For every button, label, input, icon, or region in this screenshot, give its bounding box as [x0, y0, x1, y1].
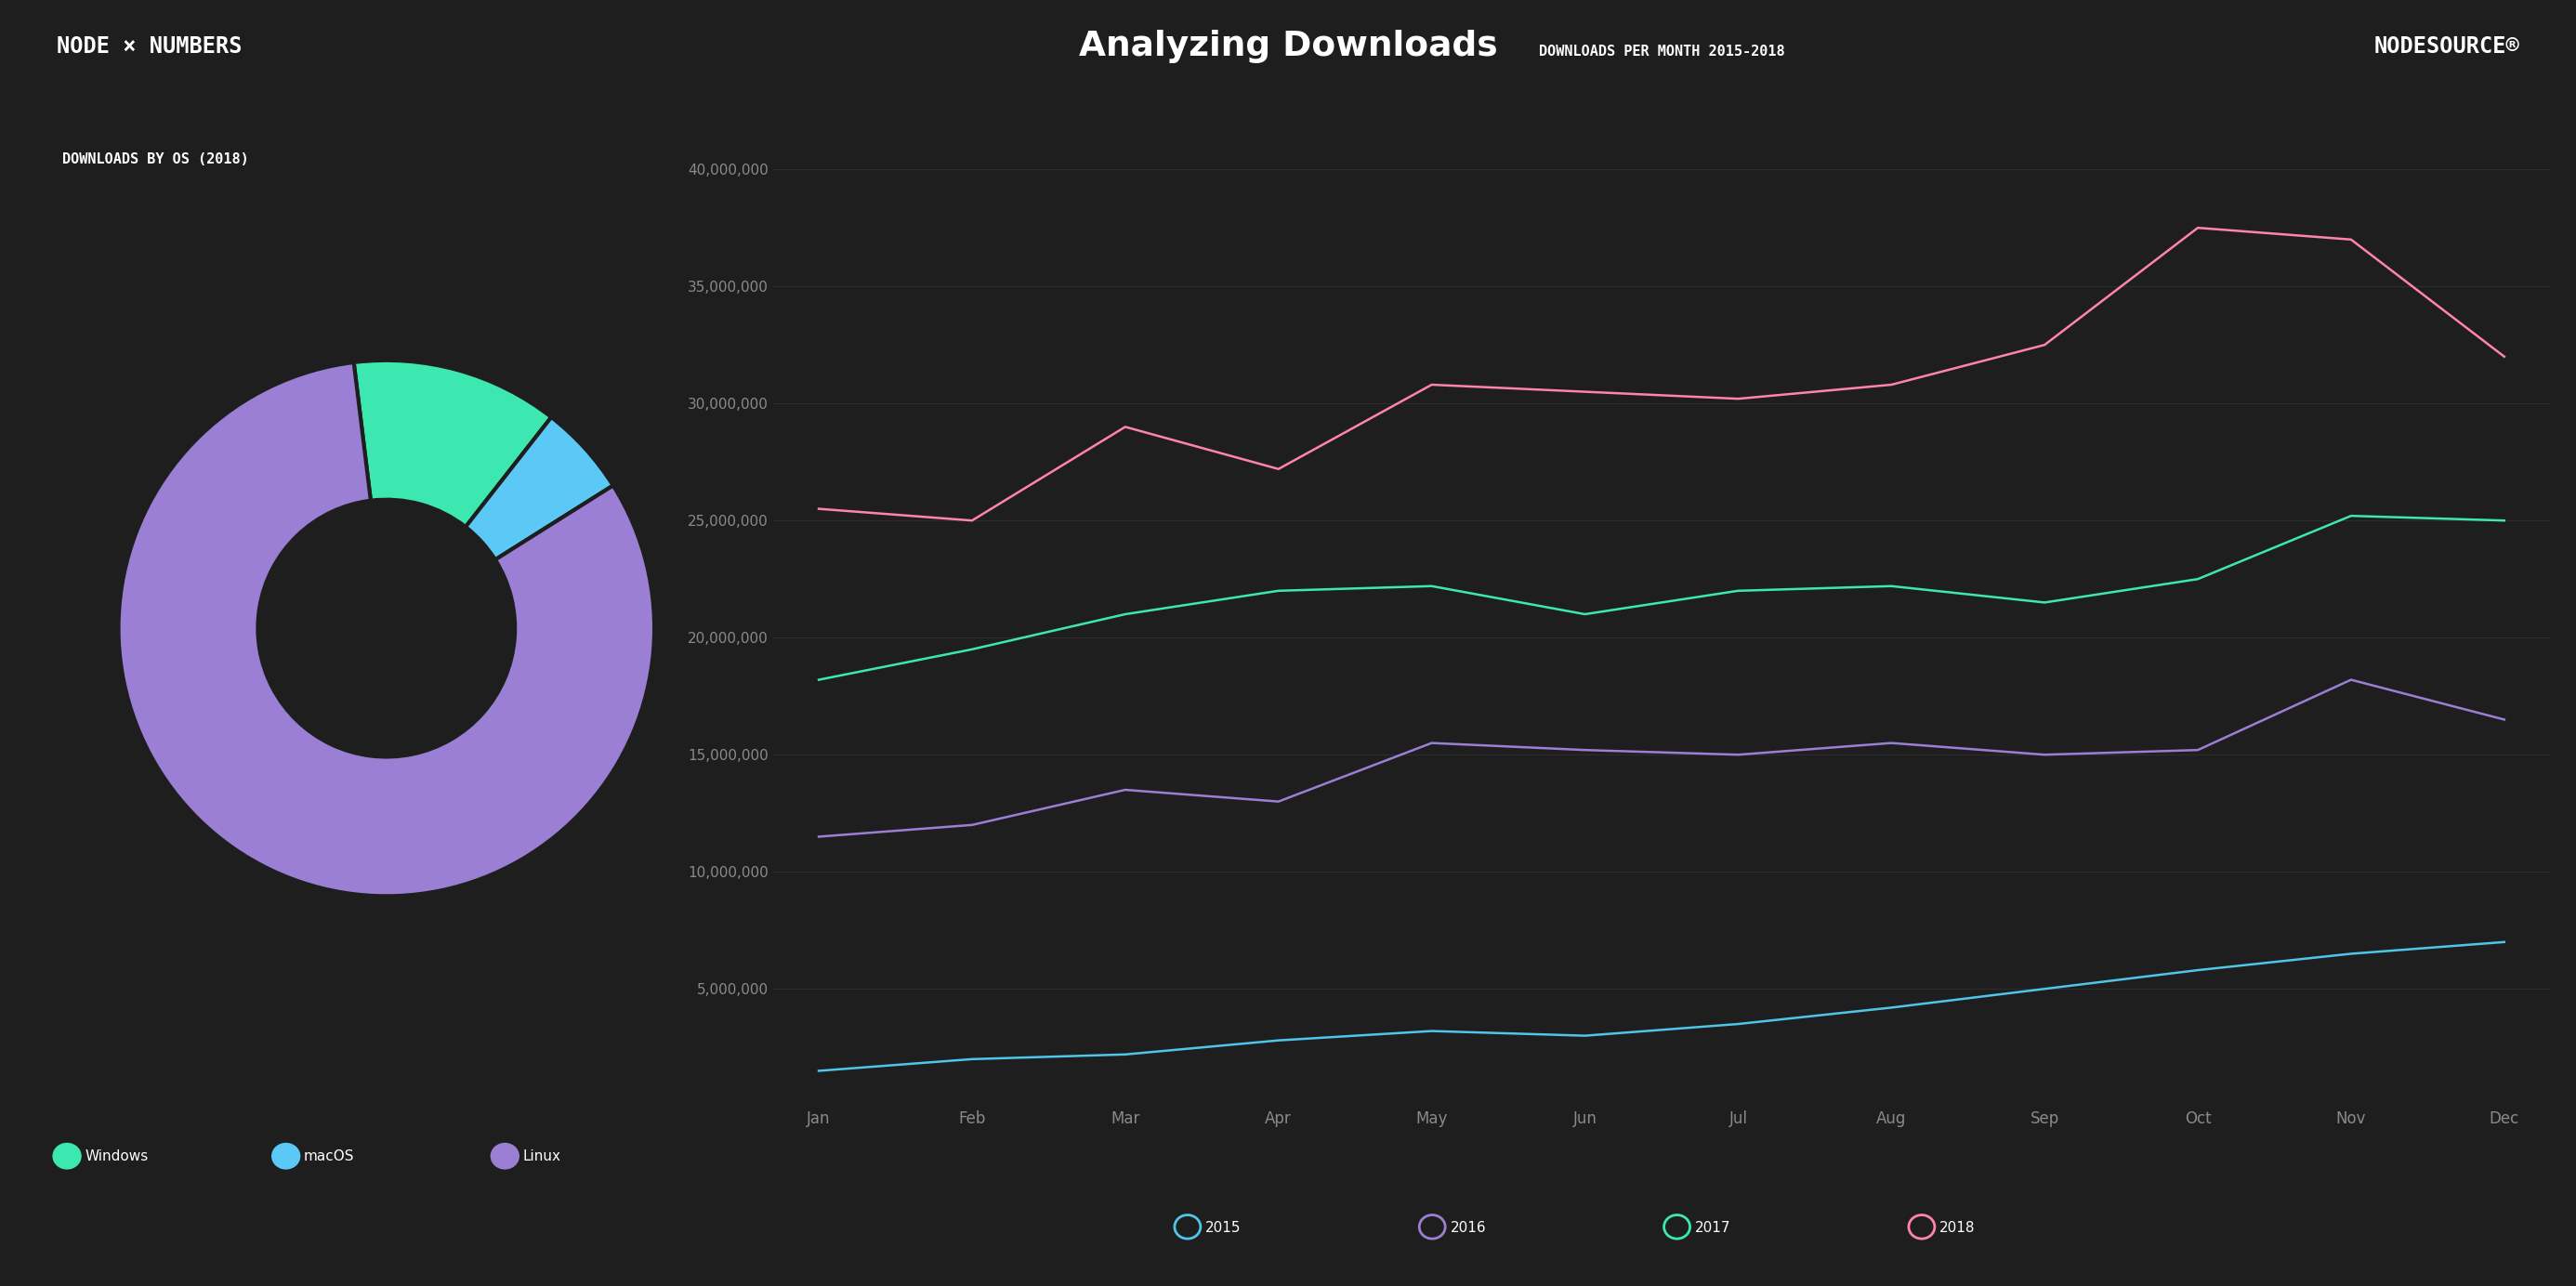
2018 [1417, 377, 1448, 392]
Line: 2015: 2015 [819, 943, 2504, 1071]
2018 [2030, 337, 2061, 352]
2018 [1262, 462, 1293, 477]
2018 [2336, 231, 2367, 247]
Circle shape [492, 1143, 518, 1169]
Line: 2016: 2016 [819, 680, 2504, 837]
2017 [1875, 579, 1906, 594]
2015 [956, 1052, 987, 1067]
2017 [2030, 594, 2061, 611]
2017 [1262, 583, 1293, 598]
Wedge shape [466, 417, 613, 559]
Circle shape [54, 1143, 80, 1169]
2015 [2182, 962, 2213, 977]
Circle shape [273, 1143, 299, 1169]
2018 [1569, 385, 1600, 400]
Text: Analyzing Downloads: Analyzing Downloads [1079, 30, 1497, 63]
2017 [2488, 513, 2519, 529]
2018 [1110, 419, 1141, 435]
2016 [1417, 736, 1448, 751]
Text: 2018: 2018 [1940, 1220, 1976, 1235]
Text: 2017: 2017 [1695, 1220, 1731, 1235]
2017 [804, 673, 835, 688]
2016 [1262, 793, 1293, 809]
2018 [1723, 391, 1754, 406]
2015 [2030, 981, 2061, 997]
Text: Linux: Linux [523, 1150, 562, 1164]
Line: 2018: 2018 [819, 228, 2504, 521]
2016 [1875, 736, 1906, 751]
2016 [956, 817, 987, 832]
2016 [1110, 782, 1141, 797]
2016 [1569, 742, 1600, 757]
2015 [1262, 1033, 1293, 1048]
Text: 2015: 2015 [1206, 1220, 1242, 1235]
Text: macOS: macOS [304, 1150, 355, 1164]
Text: DOWNLOADS PER MONTH 2015-2018: DOWNLOADS PER MONTH 2015-2018 [1538, 45, 1785, 59]
2015 [1110, 1047, 1141, 1062]
2015 [1569, 1028, 1600, 1043]
2017 [2336, 508, 2367, 523]
2015 [2488, 935, 2519, 950]
2018 [804, 502, 835, 517]
Text: 2016: 2016 [1450, 1220, 1486, 1235]
2018 [2488, 349, 2519, 364]
2018 [1875, 377, 1906, 392]
2018 [956, 513, 987, 529]
2016 [2488, 712, 2519, 728]
2016 [2030, 747, 2061, 763]
Text: Windows: Windows [85, 1150, 149, 1164]
2016 [2336, 673, 2367, 688]
2017 [2182, 571, 2213, 586]
2017 [1723, 583, 1754, 598]
2015 [1875, 1001, 1906, 1016]
Text: NODESOURCE®: NODESOURCE® [2372, 35, 2519, 58]
2017 [1110, 607, 1141, 622]
Wedge shape [353, 360, 551, 527]
2017 [1417, 579, 1448, 594]
Text: DOWNLOADS BY OS (2018): DOWNLOADS BY OS (2018) [62, 152, 247, 166]
2015 [2336, 946, 2367, 962]
2016 [804, 829, 835, 845]
2017 [956, 642, 987, 657]
2015 [804, 1064, 835, 1079]
2015 [1723, 1016, 1754, 1031]
2016 [2182, 742, 2213, 757]
2016 [1723, 747, 1754, 763]
2015 [1417, 1024, 1448, 1039]
2017 [1569, 607, 1600, 622]
Text: NODE × NUMBERS: NODE × NUMBERS [57, 35, 242, 58]
2018 [2182, 220, 2213, 235]
Wedge shape [118, 363, 654, 896]
Line: 2017: 2017 [819, 516, 2504, 680]
